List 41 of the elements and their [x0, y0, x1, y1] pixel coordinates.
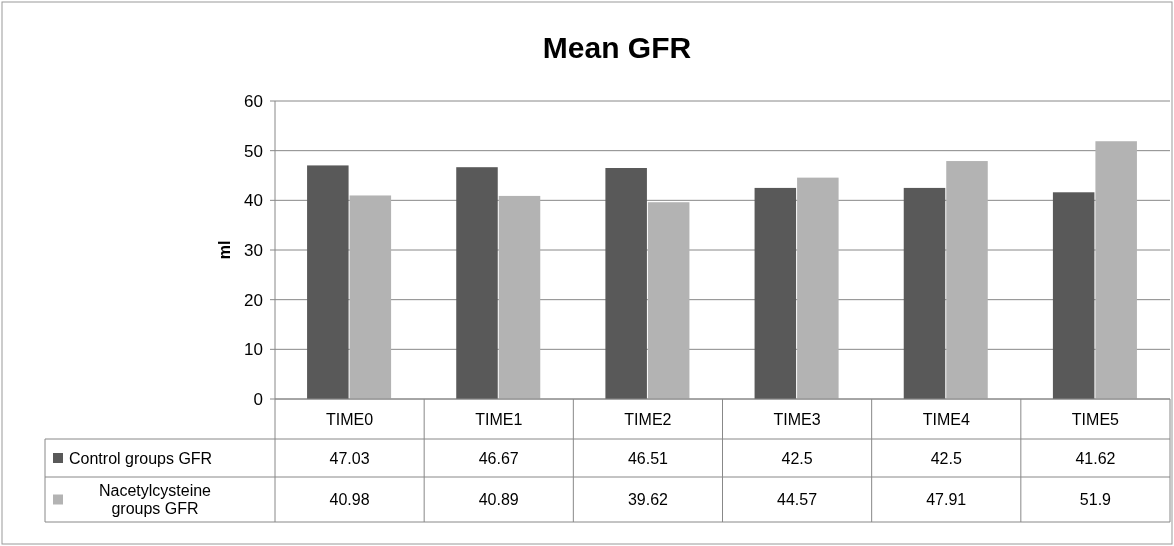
data-label: 39.62 [627, 491, 669, 509]
y-tick-label: 0 [253, 389, 263, 409]
bar [1052, 192, 1095, 399]
x-tick-label: TIME2 [624, 410, 672, 428]
y-tick-label: 20 [244, 290, 263, 310]
data-label: 41.62 [1075, 449, 1116, 467]
y-tick-label: 60 [244, 91, 263, 111]
x-tick-label: TIME0 [326, 410, 374, 428]
bar [903, 187, 946, 399]
y-tick-label: 30 [244, 240, 263, 260]
y-tick-label: 50 [244, 141, 263, 161]
data-label: 47.91 [926, 491, 967, 509]
data-label: 40.98 [329, 491, 370, 509]
bar [1095, 141, 1137, 399]
y-tick-label: 10 [244, 340, 263, 360]
bar [456, 167, 498, 399]
bar [754, 187, 797, 399]
bar [349, 195, 392, 399]
x-tick-label: TIME4 [922, 410, 970, 428]
x-tick-label: TIME3 [773, 410, 821, 428]
data-label: 40.89 [478, 491, 519, 509]
bar [946, 161, 988, 399]
bar [647, 202, 690, 399]
y-axis-title: ml [216, 240, 233, 260]
data-label: 46.51 [627, 449, 669, 467]
bar [605, 168, 647, 399]
data-label: 46.67 [478, 449, 519, 467]
x-tick-label: TIME1 [475, 410, 523, 428]
bar [797, 177, 839, 399]
chart-title: Mean GFR [542, 31, 692, 64]
legend-label: Control groups GFR [69, 449, 213, 467]
legend-label: Nacetylcysteine groups GFR [98, 482, 212, 518]
y-tick-label: 40 [244, 191, 263, 211]
bar [498, 195, 541, 399]
x-tick-label: TIME5 [1071, 410, 1120, 428]
data-label: 51.9 [1079, 491, 1112, 509]
data-label: 42.5 [930, 449, 962, 467]
data-label: 42.5 [781, 449, 813, 467]
data-label: 44.57 [777, 491, 818, 509]
bar [307, 165, 349, 399]
data-label: 47.03 [329, 449, 370, 467]
